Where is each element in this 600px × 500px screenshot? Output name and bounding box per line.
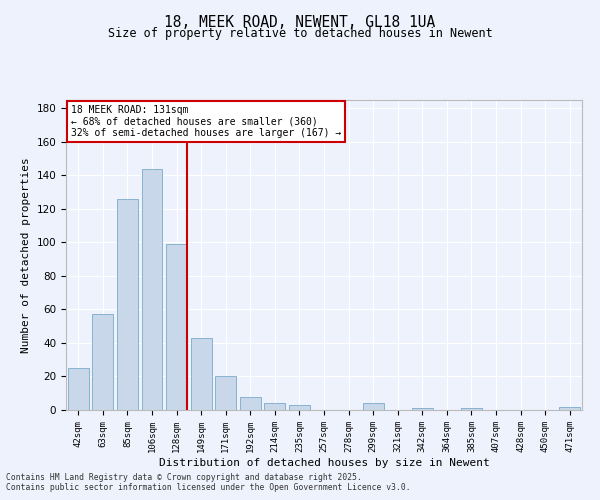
Bar xyxy=(412,408,433,410)
Bar xyxy=(191,338,212,410)
Text: Contains public sector information licensed under the Open Government Licence v3: Contains public sector information licen… xyxy=(6,484,410,492)
Bar xyxy=(166,244,187,410)
Bar xyxy=(92,314,113,410)
Text: Size of property relative to detached houses in Newent: Size of property relative to detached ho… xyxy=(107,28,493,40)
Bar xyxy=(362,404,383,410)
X-axis label: Distribution of detached houses by size in Newent: Distribution of detached houses by size … xyxy=(158,458,490,468)
Bar xyxy=(461,408,482,410)
Text: 18 MEEK ROAD: 131sqm
← 68% of detached houses are smaller (360)
32% of semi-deta: 18 MEEK ROAD: 131sqm ← 68% of detached h… xyxy=(71,104,341,138)
Y-axis label: Number of detached properties: Number of detached properties xyxy=(21,157,31,353)
Bar xyxy=(117,199,138,410)
Bar xyxy=(142,168,163,410)
Bar xyxy=(289,405,310,410)
Bar xyxy=(265,404,286,410)
Bar xyxy=(240,396,261,410)
Bar xyxy=(559,406,580,410)
Text: Contains HM Land Registry data © Crown copyright and database right 2025.: Contains HM Land Registry data © Crown c… xyxy=(6,474,362,482)
Text: 18, MEEK ROAD, NEWENT, GL18 1UA: 18, MEEK ROAD, NEWENT, GL18 1UA xyxy=(164,15,436,30)
Bar xyxy=(215,376,236,410)
Bar xyxy=(68,368,89,410)
